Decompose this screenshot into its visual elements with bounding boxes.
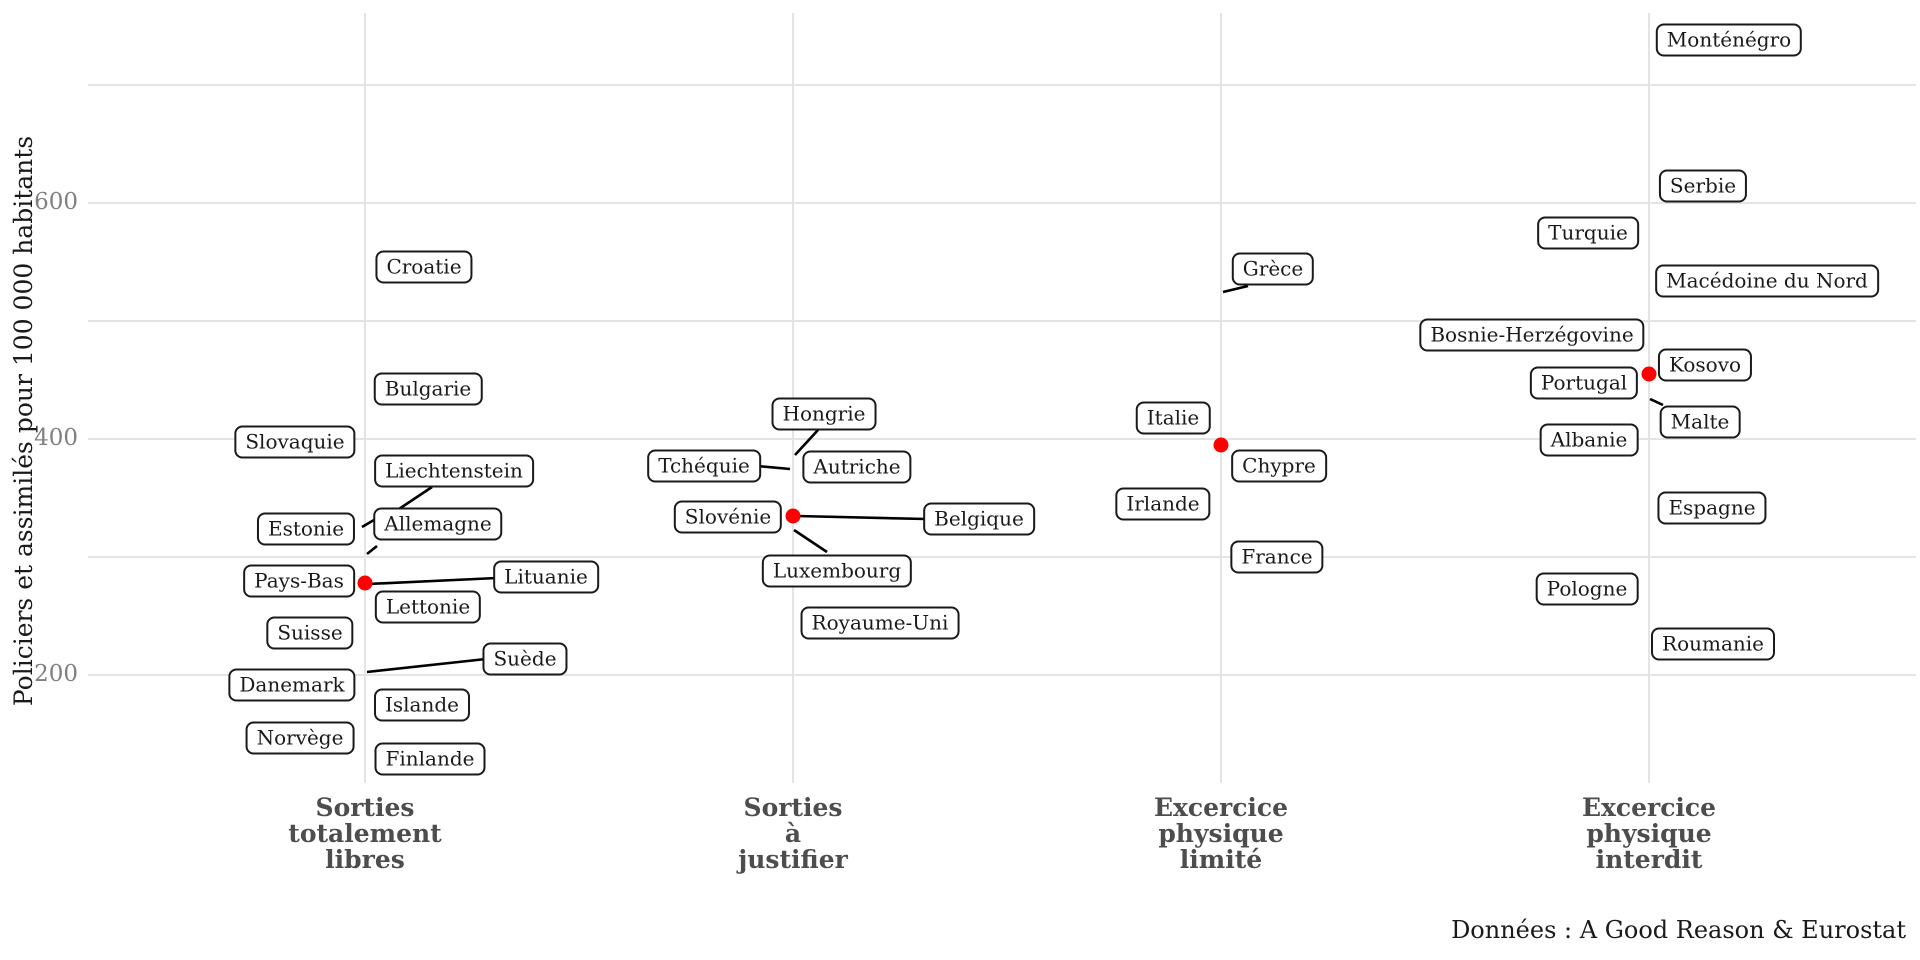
label-connector-Suède (366, 657, 487, 674)
country-label-Serbie: Serbie (1658, 169, 1748, 203)
x-axis-category-label-line: Sorties (743, 793, 843, 822)
median-point-category-2 (785, 508, 801, 524)
horizontal-gridline-600 (88, 202, 1916, 204)
label-connector-Luxembourg (793, 528, 828, 554)
data-source-caption: Données : A Good Reason & Eurostat (1451, 916, 1906, 944)
horizontal-gridline-200 (88, 674, 1916, 676)
x-axis-category-label-4: Excercice physique interdit (1489, 795, 1809, 873)
country-label-Estonie: Estonie (256, 512, 356, 546)
country-label-Pays-Bas: Pays-Bas (243, 564, 355, 598)
vertical-gridline-category-1 (364, 13, 366, 783)
country-label-Finlande: Finlande (374, 742, 486, 776)
horizontal-gridline-400 (88, 438, 1916, 440)
country-label-Macédoine du Nord: Macédoine du Nord (1655, 264, 1879, 298)
x-axis-category-label-line: Sorties (315, 793, 415, 822)
country-label-Croatie: Croatie (375, 250, 473, 284)
horizontal-gridline-500 (88, 320, 1916, 322)
country-label-Bosnie-Herzégovine: Bosnie-Herzégovine (1419, 318, 1645, 352)
horizontal-gridline-300 (88, 556, 1916, 558)
median-point-category-4 (1641, 366, 1657, 382)
x-axis-category-label-1: Sorties totalement libres (205, 795, 525, 873)
country-label-Slovénie: Slovénie (673, 500, 783, 534)
x-axis-category-label-3: Excercice physique limité (1061, 795, 1381, 873)
median-point-category-3 (1213, 437, 1229, 453)
country-label-Roumanie: Roumanie (1651, 627, 1775, 661)
country-label-Monténégro: Monténégro (1655, 23, 1803, 57)
country-label-Hongrie: Hongrie (771, 397, 877, 431)
country-label-Liechtenstein: Liechtenstein (374, 454, 534, 488)
x-axis-category-label-line: totalement (288, 819, 442, 848)
x-axis-category-label-line: physique (1158, 819, 1284, 848)
country-label-Chypre: Chypre (1231, 449, 1327, 483)
y-tick-label-400: 400 (34, 425, 78, 451)
country-label-France: France (1230, 540, 1324, 574)
y-tick-label-200: 200 (34, 661, 78, 687)
x-axis-category-label-line: à (784, 819, 802, 848)
country-label-Tchéquie: Tchéquie (647, 449, 761, 483)
country-label-Malte: Malte (1659, 405, 1741, 439)
x-axis-category-label-line: Excercice (1153, 793, 1289, 822)
country-label-Turquie: Turquie (1537, 216, 1639, 250)
x-axis-category-label-line: interdit (1595, 845, 1703, 874)
country-label-Autriche: Autriche (802, 450, 912, 484)
country-label-Suisse: Suisse (266, 616, 354, 650)
label-connector-Lituanie (367, 576, 498, 586)
x-axis-category-label-2: Sorties à justifier (633, 795, 953, 873)
country-label-Royaume-Uni: Royaume-Uni (800, 606, 960, 640)
country-label-Portugal: Portugal (1529, 366, 1639, 400)
country-label-Espagne: Espagne (1657, 491, 1767, 525)
x-axis-category-label-line: physique (1586, 819, 1712, 848)
country-label-Danemark: Danemark (228, 668, 356, 702)
x-axis-category-label-line: Excercice (1581, 793, 1717, 822)
country-label-Allemagne: Allemagne (373, 507, 503, 541)
vertical-gridline-category-4 (1648, 13, 1650, 783)
country-label-Bulgarie: Bulgarie (373, 372, 483, 406)
label-connector-Tchéquie (756, 464, 791, 471)
x-axis-category-label-line: limité (1179, 845, 1263, 874)
label-connector-Grèce (1222, 284, 1249, 294)
median-point-category-1 (357, 575, 373, 591)
y-axis-title: Policiers et assimilés pour 100 000 habi… (9, 135, 38, 707)
country-label-Lettonie: Lettonie (374, 590, 482, 624)
x-axis-category-label-line: libres (325, 845, 405, 874)
x-axis-category-label-line: justifier (738, 845, 848, 874)
country-label-Irlande: Irlande (1115, 487, 1211, 521)
country-label-Pologne: Pologne (1535, 572, 1639, 606)
horizontal-gridline-700 (88, 84, 1916, 86)
country-label-Islande: Islande (373, 688, 471, 722)
country-label-Lituanie: Lituanie (493, 560, 599, 594)
country-label-Kosovo: Kosovo (1657, 348, 1753, 382)
country-label-Grèce: Grèce (1231, 252, 1315, 286)
country-label-Italie: Italie (1135, 401, 1211, 435)
label-connector-Malte (1649, 397, 1664, 407)
country-label-Suède: Suède (482, 642, 568, 676)
country-label-Luxembourg: Luxembourg (761, 554, 913, 588)
label-connector-Liechtenstein (398, 485, 433, 511)
country-label-Albanie: Albanie (1539, 423, 1639, 457)
label-connector-Allemagne (366, 544, 378, 556)
vertical-gridline-category-3 (1220, 13, 1222, 783)
country-label-Norvège: Norvège (245, 721, 355, 755)
country-label-Slovaquie: Slovaquie (234, 425, 356, 459)
country-label-Belgique: Belgique (923, 502, 1035, 536)
y-tick-label-600: 600 (34, 189, 78, 215)
label-connector-Belgique (796, 514, 927, 521)
